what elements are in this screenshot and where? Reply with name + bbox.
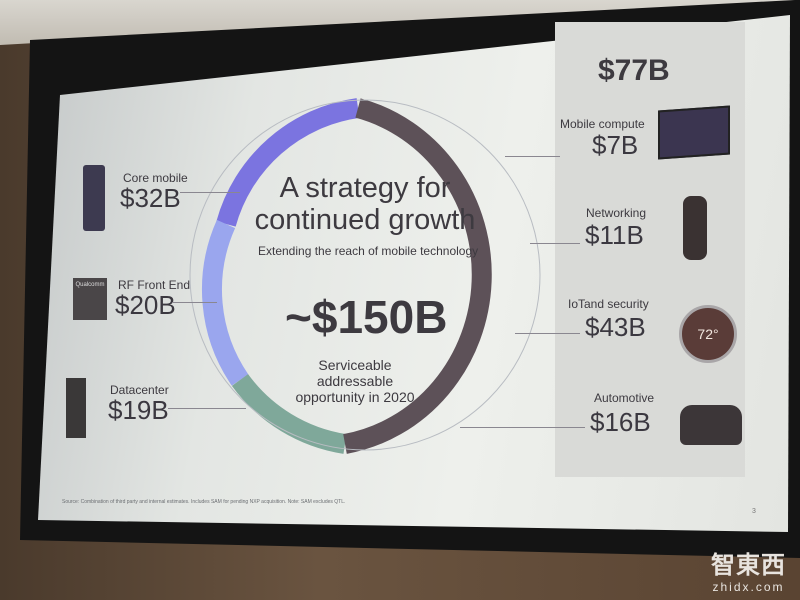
connector-line: [172, 302, 217, 303]
page-number: 3: [752, 508, 756, 515]
rf-front-end-label: RF Front End: [118, 278, 191, 292]
donut-segment-adjacent: [343, 98, 492, 454]
connector-line: [530, 243, 580, 244]
iot-label: IoTand security: [568, 297, 649, 311]
server-rack-icon: [66, 378, 86, 438]
connector-line: [180, 192, 240, 193]
thermostat-icon: 72°: [679, 305, 737, 363]
connector-line: [168, 408, 246, 409]
tablet-icon: [658, 105, 730, 160]
core-mobile-label: Core mobile: [123, 171, 188, 185]
donut-segment-rf-front-end: [202, 219, 249, 386]
footnote: Source: Combination of third party and i…: [62, 499, 346, 505]
rf-chip-icon: Qualcomm: [73, 278, 107, 320]
slide-title: A strategy for continued growth: [254, 172, 476, 236]
iot-value: $43B: [585, 312, 646, 342]
automotive-label: Automotive: [594, 391, 655, 405]
slide-subtitle: Extending the reach of mobile technology: [258, 244, 479, 258]
networking-label: Networking: [586, 206, 647, 220]
donut-segment-core-mobile: [216, 98, 360, 227]
core-mobile-value: $32B: [120, 183, 181, 213]
mobile-compute-label: Mobile compute: [560, 117, 645, 131]
connector-line: [515, 333, 580, 334]
router-icon: [683, 196, 707, 260]
networking-value: $11B: [585, 220, 644, 250]
total-value: ~$150B: [285, 291, 448, 343]
donut-segment-datacenter: [231, 373, 347, 454]
connector-line: [505, 156, 560, 157]
car-icon: [680, 405, 742, 445]
adjacent-total: $77B: [598, 54, 670, 87]
watermark-url: zhidx.com: [712, 580, 785, 594]
datacenter-value: $19B: [108, 395, 169, 425]
rf-front-end-value: $20B: [115, 290, 176, 320]
total-caption: Serviceable addressable opportunity in 2…: [295, 357, 415, 405]
donut-outline: [189, 99, 541, 451]
datacenter-label: Datacenter: [110, 383, 169, 397]
phone-icon: [83, 165, 105, 231]
connector-line: [460, 427, 585, 428]
automotive-value: $16B: [590, 407, 651, 437]
watermark: 智東西 zhidx.com: [711, 545, 786, 594]
mobile-compute-value: $7B: [592, 130, 639, 160]
watermark-brand: 智東西: [711, 552, 786, 579]
adjacent-markets-panel: [555, 22, 745, 477]
